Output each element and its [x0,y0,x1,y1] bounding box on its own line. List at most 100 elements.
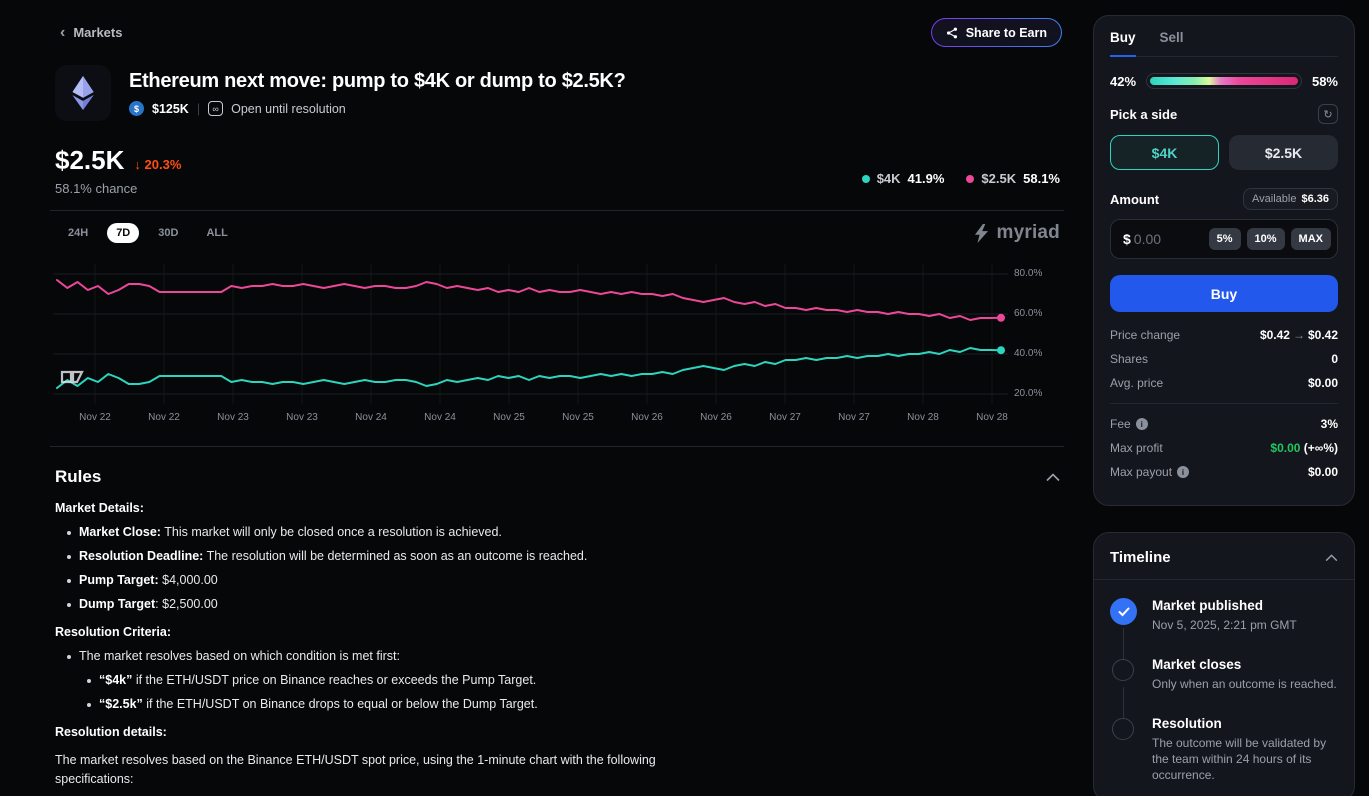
chevron-up-icon[interactable] [1046,472,1060,482]
chevron-up-icon[interactable] [1325,553,1338,562]
range-24h-button[interactable]: 24H [68,227,89,239]
timeline-steps: Market published Nov 5, 2025, 2:21 pm GM… [1110,598,1338,783]
quick-max-button[interactable]: MAX [1290,228,1331,250]
tradingview-watermark-icon [60,370,84,384]
brand-name: myriad [996,222,1060,243]
time-range-selector: 24H 7D 30D ALL [59,223,237,243]
detail-value: 3% [1320,417,1338,431]
legend-dot-teal [861,174,870,183]
step-desc: Nov 5, 2025, 2:21 pm GMT [1152,618,1297,632]
x-axis-tick: Nov 25 [562,412,594,423]
timeline-divider [1094,579,1354,580]
info-icon[interactable]: i [1177,466,1190,478]
detail-value: $0.00 [1307,465,1338,479]
liquidity-value: $125K [152,101,189,116]
odds-gradient-bar [1146,73,1302,89]
market-header: Ethereum next move: pump to $4K or dump … [55,65,1064,121]
step-desc: Only when an outcome is reached. [1152,677,1337,691]
market-status: Open until resolution [231,101,346,116]
odds-left-value: 42% [1110,73,1137,89]
share-label: Share to Earn [965,25,1047,40]
y-axis-tick: 40.0% [1014,348,1043,359]
detail-label: Price change [1110,328,1181,342]
legend-item-4k: $4K 41.9% [861,171,944,186]
refresh-icon[interactable]: ↻ [1318,104,1338,124]
range-all-button[interactable]: ALL [206,227,228,239]
probability-chart[interactable]: 80.0% 60.0% 40.0% 20.0% Nov 22 Nov 22 Nov 23 N… [50,264,1064,432]
max-payout-row: Max payout i $0.00 [1110,465,1338,479]
info-icon[interactable]: i [1135,418,1148,430]
available-balance-pill[interactable]: Available $6.36 [1243,188,1338,210]
pick-side-label: Pick a side [1110,106,1178,122]
arrow-right-icon: → [1292,328,1305,342]
trade-details: Price change $0.42 → $0.42 Shares 0 Avg. p… [1110,328,1338,479]
infinity-icon: ∞ [208,101,224,116]
buy-button[interactable]: Buy [1110,275,1338,312]
rules-item: Pump Target: $4,000.00 [55,571,1060,590]
timeline-step-published: Market published Nov 5, 2025, 2:21 pm GM… [1110,598,1338,659]
x-axis-tick: Nov 23 [286,412,318,423]
x-axis-tick: Nov 22 [79,412,111,423]
market-header-text: Ethereum next move: pump to $4K or dump … [129,65,626,121]
rules-header[interactable]: Rules [55,467,1060,487]
rules-item: “$2.5k” if the ETH/USDT on Binance drops… [55,695,1060,714]
probability-chart-svg [53,264,1008,404]
detail-label: Fee i [1110,417,1148,431]
amount-row: Amount Available $6.36 [1110,188,1338,210]
quick-10pct-button[interactable]: 10% [1246,228,1285,250]
outcome-2_5k-button[interactable]: $2.5K [1229,135,1338,170]
odds-split-row: 42% 58% [1110,73,1338,89]
market-title: Ethereum next move: pump to $4K or dump … [129,70,626,92]
x-axis-tick: Nov 27 [769,412,801,423]
legend-dot-pink [966,174,975,183]
legend-item-2_5k: $2.5K 58.1% [966,171,1060,186]
rules-item: Resolution Deadline: The resolution will… [55,547,1060,566]
rules-item: The market resolves based on which condi… [55,647,1060,666]
rules-item: Market Details: [55,501,144,515]
detail-label: Max payout i [1110,465,1190,479]
usdc-coin-icon: $ [129,101,144,116]
x-axis-tick: Nov 28 [907,412,939,423]
avg-price-row: Avg. price $0.00 [1110,376,1338,390]
check-circle-icon [1110,598,1137,625]
legend-label: $2.5K [981,171,1017,186]
quick-amount-chips: 5% 10% MAX [1208,228,1331,250]
trade-tabs: Buy Sell [1110,16,1338,57]
tab-sell[interactable]: Sell [1159,30,1184,45]
back-to-markets[interactable]: ‹ Markets [60,24,122,41]
x-axis-tick: Nov 28 [976,412,1008,423]
detail-value: $0.00 [1307,376,1338,390]
price-change-indicator: ↓ 20.3% [134,157,182,172]
amount-label: Amount [1110,191,1160,207]
current-price: $2.5K [55,145,125,175]
y-axis-tick: 20.0% [1014,388,1043,399]
tab-buy[interactable]: Buy [1110,30,1136,57]
rules-item: “$4k” if the ETH/USDT price on Binance r… [55,671,1060,690]
down-arrow-icon: ↓ [134,157,141,172]
main-column: ‹ Markets Share to Earn [50,0,1064,796]
x-axis-tick: Nov 26 [700,412,732,423]
outcome-4k-button[interactable]: $4K [1110,135,1219,170]
x-axis-tick: Nov 22 [148,412,180,423]
share-to-earn-button[interactable]: Share to Earn [931,18,1062,47]
chart-x-axis: Nov 22 Nov 22 Nov 23 Nov 23 Nov 24 Nov 24 Nov … [53,412,1008,426]
max-profit-row: Max profit $0.00 (+∞%) [1110,441,1338,455]
legend-value: 58.1% [1023,171,1060,186]
amount-input[interactable] [1133,231,1204,247]
range-30d-button[interactable]: 30D [158,227,179,239]
x-axis-tick: Nov 27 [838,412,870,423]
price-change-row: Price change $0.42 → $0.42 [1110,328,1338,342]
fee-row: Fee i 3% [1110,417,1338,431]
step-title: Resolution [1152,716,1222,731]
chart-y-axis: 80.0% 60.0% 40.0% 20.0% [1014,264,1064,404]
step-desc: The outcome will be validated by the tea… [1152,736,1327,782]
range-7d-button[interactable]: 7D [107,223,140,243]
currency-symbol: $ [1123,231,1131,247]
timeline-header[interactable]: Timeline [1110,549,1338,566]
available-value: $6.36 [1301,193,1329,205]
timeline-step-resolution: Resolution The outcome will be validated… [1110,716,1338,783]
y-axis-tick: 80.0% [1014,268,1043,279]
x-axis-tick: Nov 26 [631,412,663,423]
quick-5pct-button[interactable]: 5% [1208,228,1241,250]
range-row: 24H 7D 30D ALL myriad [50,222,1064,244]
